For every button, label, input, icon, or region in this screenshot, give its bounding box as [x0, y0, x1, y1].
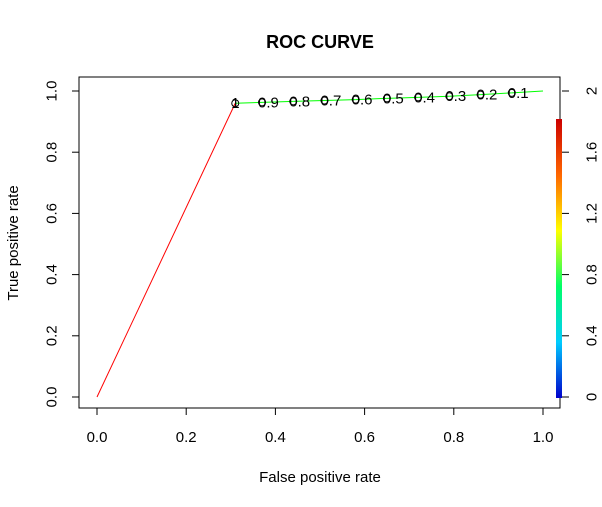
roc-series	[96, 90, 544, 398]
cutoff-labels: 1 0.9 0.8 0.7 0.6 0.5 0.4 0.3 0.2 0.1	[231, 85, 529, 112]
y-tick-label: 0.6	[44, 203, 61, 224]
x-tick-label: 0.6	[354, 429, 375, 446]
x-tick-label: 0.8	[443, 429, 464, 446]
cutoff-label: 0.8	[289, 93, 310, 110]
cutoff-marker	[231, 99, 240, 108]
y-axis: 0.0 0.2 0.4 0.6 0.8 1.0	[44, 81, 79, 408]
cutoff-marker	[351, 95, 360, 104]
x-tick-label: 0.4	[265, 429, 286, 446]
colorbar-tick-label: 2	[584, 87, 601, 95]
roc-segment	[355, 97, 387, 101]
plot-frame	[78, 76, 561, 409]
colorbar-tick-label: 1.2	[584, 203, 601, 224]
colorbar-tick-label: 0.4	[584, 325, 601, 346]
colorbar-tick-label: 1.6	[584, 142, 601, 163]
x-tick-label: 1.0	[533, 429, 554, 446]
roc-segment	[324, 99, 356, 101]
y-tick-label: 0.4	[44, 264, 61, 285]
cutoff-label: 0.1	[508, 85, 529, 102]
x-axis: 0.0 0.2 0.4 0.6 0.8 1.0	[87, 408, 554, 446]
cutoff-marker	[476, 90, 485, 99]
roc-segment	[293, 99, 325, 102]
cutoff-marker	[445, 92, 454, 101]
cutoff-label: 0.7	[320, 92, 341, 109]
y-tick-label: 1.0	[44, 81, 61, 102]
cutoff-marker	[289, 97, 298, 106]
roc-segment	[418, 95, 450, 98]
roc-segment	[449, 94, 481, 97]
roc-segment	[235, 101, 263, 104]
cutoff-label: 0.4	[414, 89, 435, 106]
cutoff-marker	[258, 98, 267, 107]
colorbar-tick-label: 0.8	[584, 264, 601, 285]
roc-segment	[262, 100, 294, 103]
colorbar-tick-label: 0	[584, 393, 601, 401]
cutoff-label: 0.2	[477, 87, 498, 104]
cutoff-label: 0.5	[383, 90, 404, 107]
y-axis-label: True positive rate	[5, 185, 22, 300]
cutoff-marker	[320, 96, 329, 105]
colorbar: 0 0.4 0.8 1.2 1.6 2	[556, 87, 601, 401]
chart-title: ROC CURVE	[266, 32, 374, 52]
x-axis-label: False positive rate	[259, 469, 381, 486]
roc-segment	[511, 90, 544, 94]
x-tick-label: 0.0	[87, 429, 108, 446]
cutoff-marker	[507, 88, 516, 97]
y-tick-label: 0.2	[44, 325, 61, 346]
colorbar-strip	[556, 119, 562, 398]
cutoff-marker	[414, 93, 423, 102]
cutoff-label: 0.6	[352, 92, 373, 109]
y-tick-label: 0.0	[44, 387, 61, 408]
cutoff-label: 1	[231, 95, 239, 112]
roc-segment	[386, 96, 419, 99]
cutoff-label: 0.9	[258, 94, 279, 111]
x-tick-label: 0.2	[176, 429, 197, 446]
cutoff-label: 0.3	[445, 88, 466, 105]
roc-segment	[96, 103, 236, 398]
roc-segment	[480, 92, 512, 96]
cutoff-marker	[382, 94, 391, 103]
y-tick-label: 0.8	[44, 142, 61, 163]
